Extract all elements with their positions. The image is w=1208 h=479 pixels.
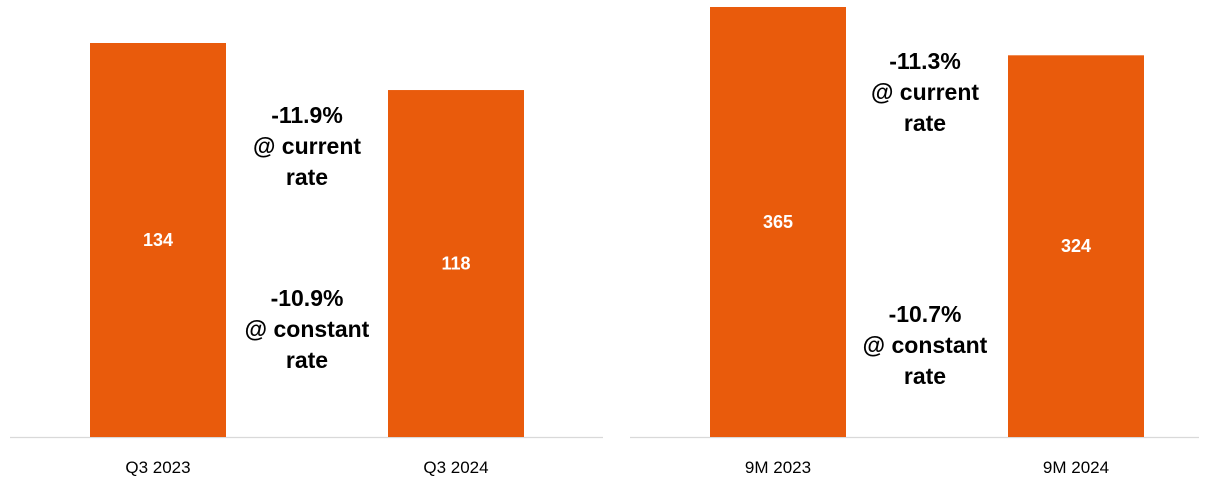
bar-value-label: 365 — [763, 212, 793, 232]
change-annotation-current: @ current — [871, 79, 979, 105]
change-annotation-current: @ current — [253, 133, 361, 159]
x-tick-label: Q3 2023 — [125, 458, 190, 477]
bar-value-label: 134 — [143, 230, 173, 250]
x-tick-label: Q3 2024 — [423, 458, 488, 477]
change-annotation-constant: -10.9% — [271, 285, 344, 311]
change-annotation-current: -11.9% — [271, 102, 343, 128]
bar-q3-2023 — [90, 43, 226, 437]
bar-value-label: 118 — [441, 254, 470, 274]
change-annotation-constant: -10.7% — [889, 301, 962, 327]
bar-9m-2024 — [1008, 55, 1144, 438]
change-annotation-constant: @ constant — [245, 316, 370, 342]
x-tick-label: 9M 2023 — [745, 458, 811, 477]
change-annotation-current: rate — [286, 164, 328, 190]
change-annotation-current: -11.3% — [889, 48, 961, 74]
x-tick-label: 9M 2024 — [1043, 458, 1109, 477]
bar-q3-2024 — [388, 90, 524, 438]
change-annotation-constant: rate — [286, 347, 328, 373]
change-annotation-constant: rate — [904, 363, 946, 389]
change-annotation-constant: @ constant — [863, 332, 988, 358]
change-annotation-current: rate — [904, 110, 946, 136]
bar-9m-2023 — [710, 7, 846, 437]
bar-value-label: 324 — [1061, 236, 1091, 256]
